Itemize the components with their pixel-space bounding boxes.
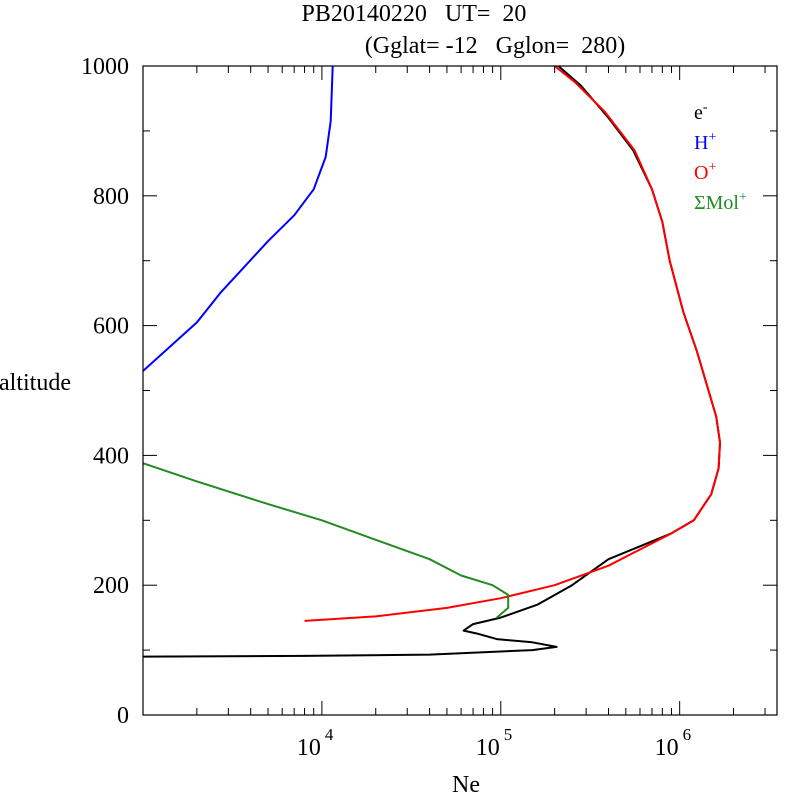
- x-tick-label: 10: [297, 735, 321, 761]
- series-line-0: [142, 65, 721, 658]
- legend: e- H+ O+ ΣMol+: [694, 100, 747, 214]
- y-tick-label: 400: [93, 443, 129, 469]
- legend-entry-3: ΣMol+: [694, 190, 747, 214]
- y-tick-label: 800: [93, 184, 129, 210]
- y-tick-label: 600: [93, 314, 129, 340]
- series-line-2: [304, 65, 721, 622]
- x-tick-label: 10: [655, 735, 679, 761]
- x-tick-exponent: 5: [504, 725, 513, 744]
- chart-title-line1: PB20140220 UT= 20: [302, 1, 527, 27]
- series-line-1: [142, 65, 334, 372]
- legend-entry-1: H+: [694, 130, 716, 154]
- x-tick-label: 10: [476, 735, 500, 761]
- legend-entry-2: O+: [694, 160, 716, 184]
- series-line-3: [142, 462, 510, 619]
- x-tick-exponent: 6: [683, 725, 692, 744]
- y-tick-label: 0: [117, 703, 129, 729]
- y-tick-label: 1000: [81, 54, 129, 80]
- y-tick-label: 200: [93, 573, 129, 599]
- legend-entry-0: e-: [694, 100, 708, 124]
- chart-title-line2: (Gglat= -12 Gglon= 280): [365, 33, 625, 59]
- y-tick-labels: 0 200 400 600 800 1000: [81, 54, 129, 729]
- x-axis-label: Ne: [452, 772, 480, 795]
- axis-ticks: [142, 65, 777, 716]
- x-tick-exponent: 4: [325, 725, 334, 744]
- plot-frame: [142, 65, 778, 716]
- series-lines: [142, 65, 721, 658]
- y-axis-label: altitude: [0, 370, 71, 396]
